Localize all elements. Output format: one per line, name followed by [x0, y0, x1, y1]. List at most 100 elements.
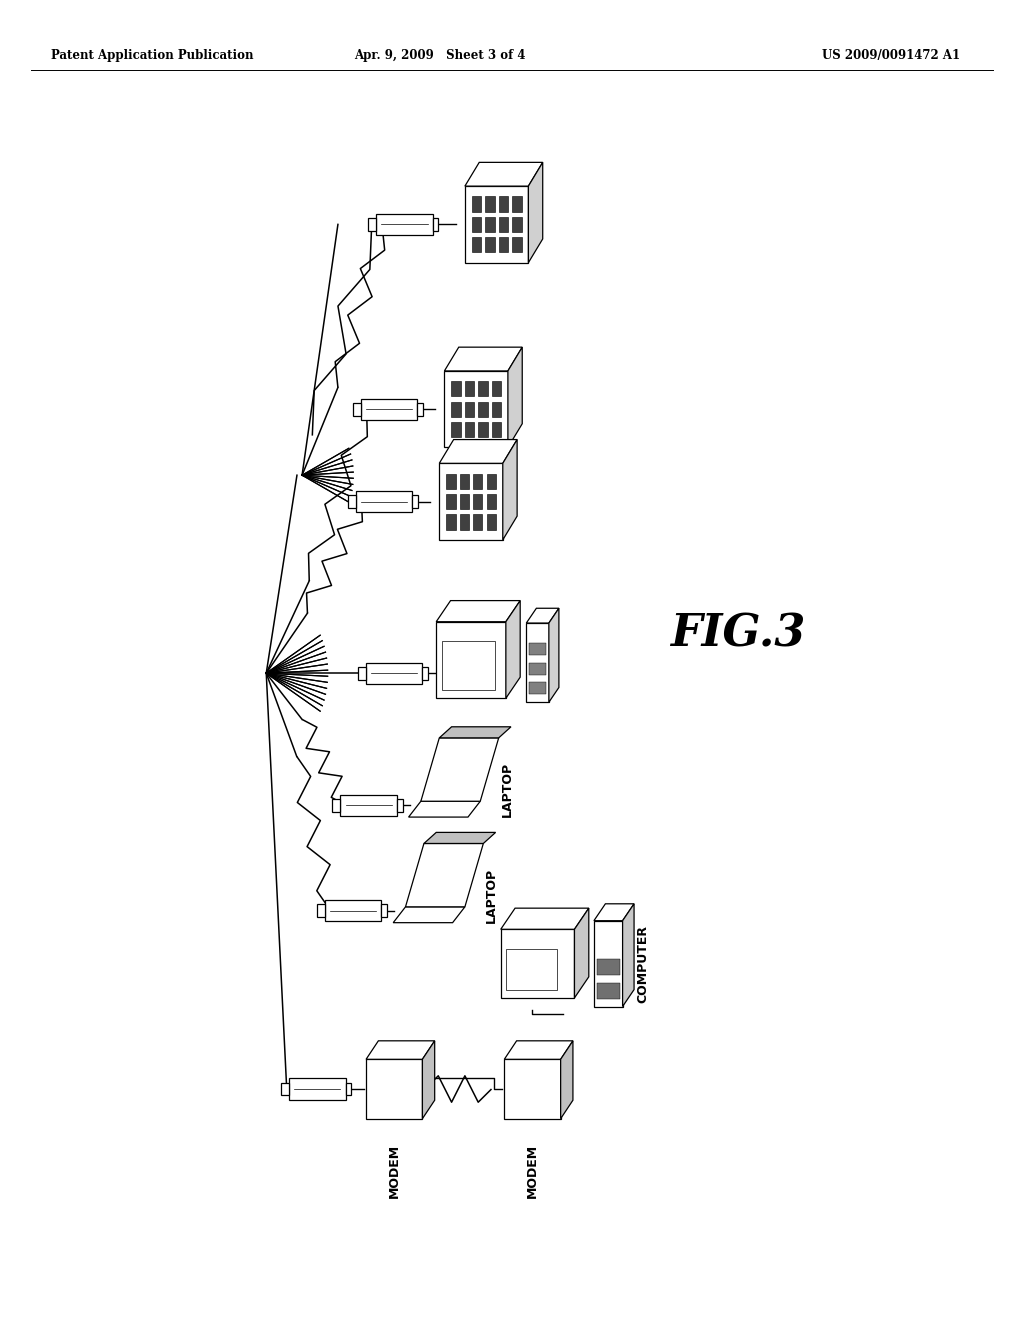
- Bar: [486, 515, 496, 529]
- Bar: [446, 474, 456, 488]
- Bar: [597, 958, 620, 974]
- Bar: [512, 197, 521, 211]
- Polygon shape: [549, 609, 559, 702]
- Polygon shape: [423, 1040, 435, 1119]
- Polygon shape: [574, 908, 589, 998]
- Polygon shape: [444, 347, 522, 371]
- Bar: [492, 401, 501, 417]
- Bar: [444, 371, 508, 447]
- Bar: [452, 401, 461, 417]
- Bar: [446, 515, 456, 529]
- Bar: [377, 214, 432, 235]
- Bar: [281, 1082, 289, 1096]
- Bar: [340, 795, 396, 816]
- Bar: [485, 216, 495, 232]
- Text: COMPUTER: COMPUTER: [637, 924, 649, 1003]
- Bar: [352, 403, 360, 416]
- Bar: [478, 401, 487, 417]
- Polygon shape: [409, 801, 480, 817]
- Bar: [492, 422, 501, 437]
- Bar: [433, 218, 438, 231]
- Bar: [446, 494, 456, 510]
- Polygon shape: [594, 904, 634, 921]
- Bar: [418, 403, 423, 416]
- Bar: [485, 238, 495, 252]
- Polygon shape: [623, 904, 634, 1006]
- Bar: [473, 515, 482, 529]
- Text: MODEM: MODEM: [388, 1143, 400, 1199]
- Text: FIG.3: FIG.3: [670, 612, 805, 655]
- Bar: [367, 663, 422, 684]
- Bar: [504, 1059, 561, 1119]
- Bar: [423, 667, 428, 680]
- Bar: [499, 197, 508, 211]
- Bar: [594, 921, 623, 1006]
- Bar: [442, 640, 495, 690]
- Bar: [452, 422, 461, 437]
- Bar: [465, 401, 474, 417]
- Bar: [465, 186, 528, 263]
- Text: Apr. 9, 2009   Sheet 3 of 4: Apr. 9, 2009 Sheet 3 of 4: [354, 49, 526, 62]
- Bar: [436, 622, 506, 698]
- Bar: [529, 663, 546, 675]
- Bar: [499, 238, 508, 252]
- Bar: [356, 491, 412, 512]
- Bar: [397, 799, 402, 812]
- Polygon shape: [436, 601, 520, 622]
- Bar: [478, 381, 487, 396]
- Bar: [316, 904, 325, 917]
- Polygon shape: [506, 601, 520, 698]
- Text: LAPTOP: LAPTOP: [485, 867, 498, 923]
- Bar: [499, 216, 508, 232]
- Polygon shape: [439, 440, 517, 463]
- Polygon shape: [421, 738, 499, 801]
- Bar: [472, 216, 481, 232]
- Bar: [346, 1082, 351, 1096]
- Bar: [325, 900, 381, 921]
- Bar: [347, 495, 356, 508]
- Bar: [367, 1059, 422, 1119]
- Bar: [529, 643, 546, 655]
- Polygon shape: [424, 833, 496, 843]
- Text: US 2009/0091472 A1: US 2009/0091472 A1: [822, 49, 959, 62]
- Bar: [452, 381, 461, 396]
- Bar: [512, 216, 521, 232]
- Polygon shape: [501, 908, 589, 929]
- Polygon shape: [439, 727, 511, 738]
- Text: LAPTOP: LAPTOP: [501, 762, 513, 817]
- Polygon shape: [504, 1040, 573, 1059]
- Polygon shape: [465, 162, 543, 186]
- Bar: [369, 218, 377, 231]
- Bar: [473, 474, 482, 488]
- Bar: [465, 381, 474, 396]
- Bar: [460, 474, 469, 488]
- Polygon shape: [302, 449, 353, 502]
- Polygon shape: [367, 1040, 435, 1059]
- Bar: [358, 667, 367, 680]
- Text: Patent Application Publication: Patent Application Publication: [51, 49, 254, 62]
- Bar: [412, 495, 418, 508]
- Text: MODEM: MODEM: [526, 1143, 539, 1199]
- Bar: [460, 494, 469, 510]
- Polygon shape: [508, 347, 522, 447]
- Bar: [473, 494, 482, 510]
- Bar: [289, 1078, 345, 1100]
- Polygon shape: [266, 635, 328, 711]
- Bar: [512, 238, 521, 252]
- Bar: [506, 949, 557, 990]
- Bar: [526, 623, 549, 702]
- Bar: [465, 422, 474, 437]
- Polygon shape: [526, 609, 559, 623]
- Bar: [472, 238, 481, 252]
- Polygon shape: [561, 1040, 573, 1119]
- Bar: [472, 197, 481, 211]
- Bar: [492, 381, 501, 396]
- Bar: [486, 474, 496, 488]
- Bar: [381, 904, 387, 917]
- Bar: [439, 463, 503, 540]
- Bar: [501, 929, 574, 998]
- Bar: [597, 982, 620, 998]
- Bar: [485, 197, 495, 211]
- Bar: [486, 494, 496, 510]
- Bar: [478, 422, 487, 437]
